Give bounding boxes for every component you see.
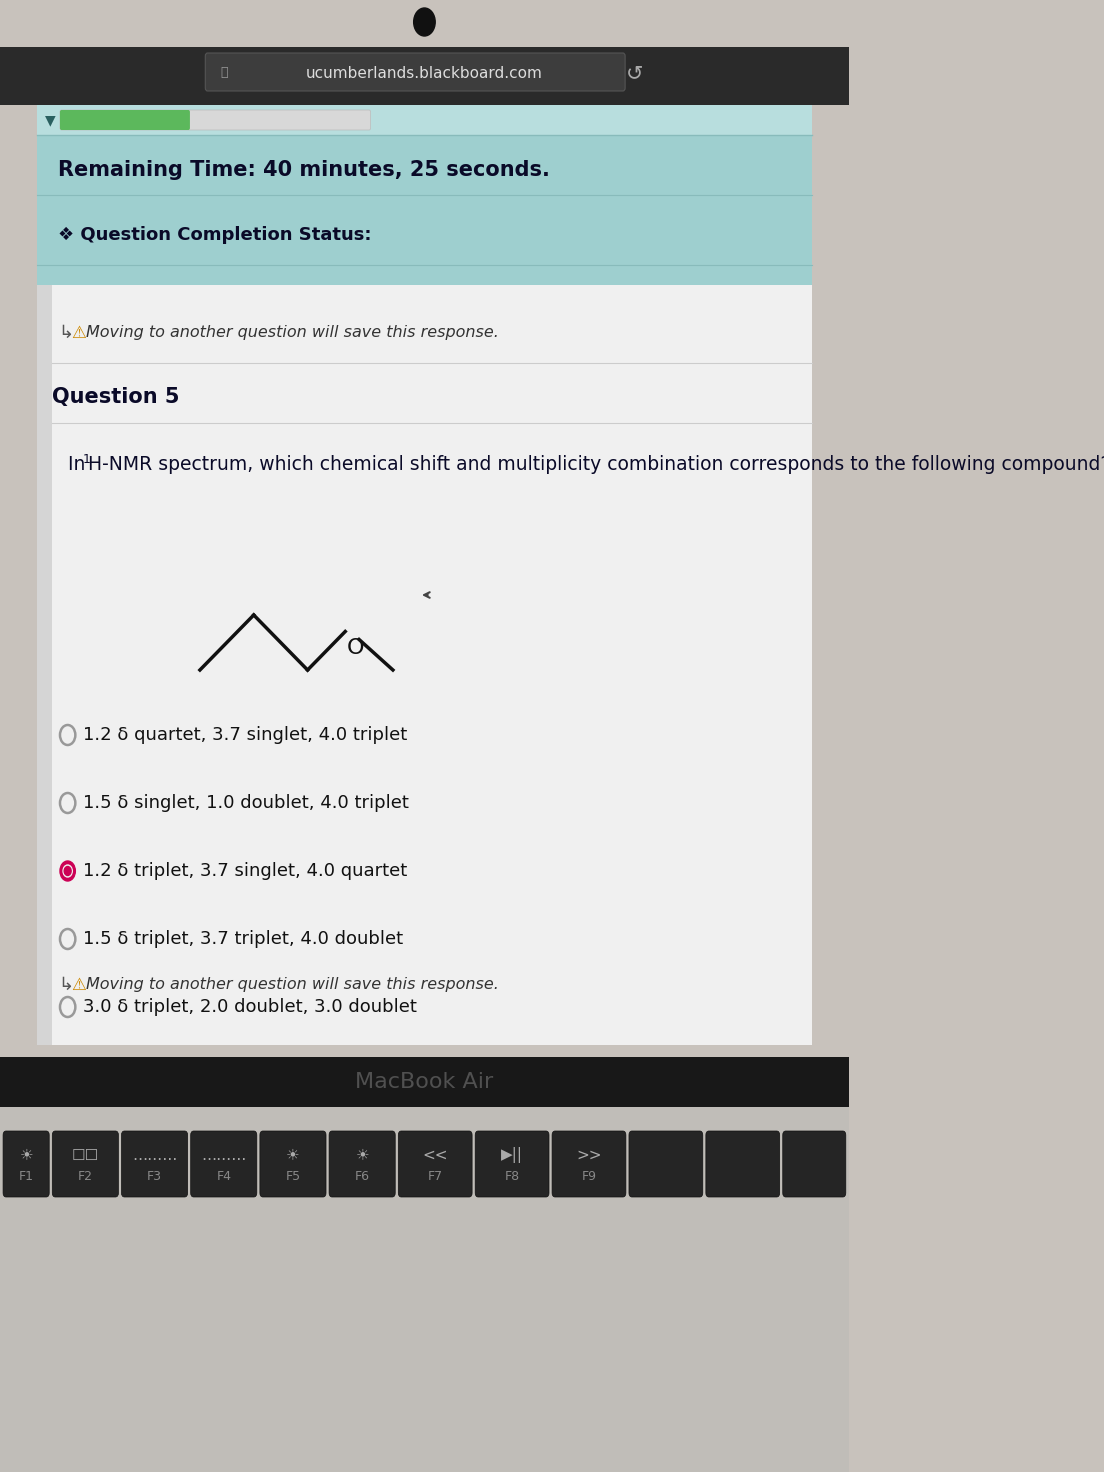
Text: ☀: ☀: [355, 1148, 369, 1163]
Text: F2: F2: [78, 1170, 93, 1183]
Text: F6: F6: [354, 1170, 370, 1183]
Text: ☐☐: ☐☐: [72, 1148, 99, 1163]
Text: F3: F3: [147, 1170, 162, 1183]
Text: ▶||: ▶||: [501, 1147, 523, 1163]
Circle shape: [414, 7, 435, 35]
FancyBboxPatch shape: [191, 1130, 257, 1197]
Text: ☀: ☀: [20, 1148, 33, 1163]
Text: ☀: ☀: [286, 1148, 300, 1163]
FancyBboxPatch shape: [783, 1130, 846, 1197]
FancyBboxPatch shape: [329, 1130, 395, 1197]
Text: 3.0 δ triplet, 2.0 doublet, 3.0 doublet: 3.0 δ triplet, 2.0 doublet, 3.0 doublet: [83, 998, 417, 1016]
Bar: [36, 286, 52, 1045]
Bar: [0, 1057, 849, 1107]
Circle shape: [63, 866, 72, 877]
Text: ↺: ↺: [626, 63, 644, 82]
Text: H-NMR spectrum, which chemical shift and multiplicity combination corresponds to: H-NMR spectrum, which chemical shift and…: [87, 455, 1104, 474]
Text: MacBook Air: MacBook Air: [355, 1072, 493, 1092]
Text: 1.2 δ triplet, 3.7 singlet, 4.0 quartet: 1.2 δ triplet, 3.7 singlet, 4.0 quartet: [83, 863, 407, 880]
FancyBboxPatch shape: [259, 1130, 326, 1197]
Text: Question 5: Question 5: [52, 387, 180, 406]
Text: ⚠: ⚠: [72, 976, 86, 994]
Text: F8: F8: [505, 1170, 520, 1183]
Bar: [0, 1107, 849, 1472]
Text: F7: F7: [427, 1170, 443, 1183]
FancyBboxPatch shape: [3, 1130, 50, 1197]
FancyBboxPatch shape: [60, 110, 371, 130]
Text: ↳: ↳: [59, 976, 74, 994]
Bar: [0, 47, 849, 105]
Text: ↳: ↳: [59, 324, 74, 342]
Text: ………: ………: [201, 1148, 246, 1163]
Text: 🔒: 🔒: [220, 66, 227, 79]
Text: ⚠: ⚠: [72, 324, 86, 342]
Text: 1.5 δ triplet, 3.7 triplet, 4.0 doublet: 1.5 δ triplet, 3.7 triplet, 4.0 doublet: [83, 930, 403, 948]
FancyBboxPatch shape: [399, 1130, 473, 1197]
Text: 1.5 δ singlet, 1.0 doublet, 4.0 triplet: 1.5 δ singlet, 1.0 doublet, 4.0 triplet: [83, 793, 408, 813]
Circle shape: [60, 861, 75, 882]
Text: In: In: [67, 455, 91, 474]
Text: 1.2 δ quartet, 3.7 singlet, 4.0 triplet: 1.2 δ quartet, 3.7 singlet, 4.0 triplet: [83, 726, 407, 743]
Text: F1: F1: [19, 1170, 33, 1183]
Bar: [36, 105, 811, 135]
Text: F4: F4: [216, 1170, 231, 1183]
FancyBboxPatch shape: [705, 1130, 779, 1197]
FancyBboxPatch shape: [52, 1130, 118, 1197]
FancyBboxPatch shape: [60, 110, 190, 130]
Text: Moving to another question will save this response.: Moving to another question will save thi…: [86, 977, 499, 992]
Text: ❖ Question Completion Status:: ❖ Question Completion Status:: [57, 227, 371, 244]
Text: ▼: ▼: [44, 113, 55, 127]
Bar: [36, 286, 811, 1045]
Text: F5: F5: [286, 1170, 300, 1183]
FancyBboxPatch shape: [552, 1130, 626, 1197]
Circle shape: [64, 867, 71, 876]
FancyBboxPatch shape: [121, 1130, 188, 1197]
Bar: [36, 105, 811, 286]
Text: F9: F9: [582, 1170, 596, 1183]
Text: Remaining Time: 40 minutes, 25 seconds.: Remaining Time: 40 minutes, 25 seconds.: [57, 160, 550, 180]
FancyBboxPatch shape: [205, 53, 625, 91]
Text: 1: 1: [83, 453, 91, 467]
Text: >>: >>: [576, 1148, 602, 1163]
Text: ucumberlands.blackboard.com: ucumberlands.blackboard.com: [306, 65, 543, 81]
Text: ………: ………: [131, 1148, 178, 1163]
FancyBboxPatch shape: [475, 1130, 549, 1197]
FancyBboxPatch shape: [629, 1130, 703, 1197]
Text: <<: <<: [423, 1148, 448, 1163]
Text: O: O: [347, 637, 364, 658]
Text: Moving to another question will save this response.: Moving to another question will save thi…: [86, 325, 499, 340]
